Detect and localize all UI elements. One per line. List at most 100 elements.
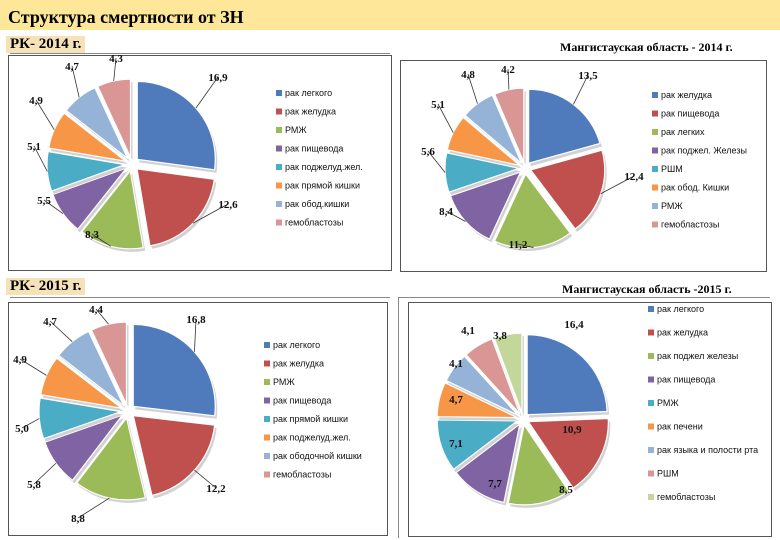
data-label: 8,8 [71, 513, 85, 525]
legend-label: рак желудка [285, 107, 336, 117]
data-label: 7,7 [488, 478, 502, 490]
legend-swatch [652, 184, 658, 191]
data-label: 4,7 [449, 394, 463, 406]
legend-label: рак пищевода [657, 375, 715, 385]
legend-label: РШМ [661, 164, 683, 174]
legend-label: рак легкого [657, 304, 704, 314]
chart-title-mang-2015: Мангистауская область -2015 г. [562, 282, 732, 296]
legend-swatch [276, 182, 282, 189]
data-label: 5,5 [37, 195, 51, 207]
legend-swatch [648, 376, 654, 383]
legend-swatch [264, 342, 270, 348]
data-label: 4,3 [109, 53, 123, 65]
legend-swatch [276, 90, 282, 96]
legend-swatch [276, 108, 282, 115]
leader-line [467, 73, 478, 104]
legend-label: рак обод.кишки [285, 199, 349, 209]
leader-line [194, 469, 217, 489]
legend-swatch [648, 470, 654, 477]
pie-slice [526, 334, 608, 416]
legend-label: рак прямой кишки [285, 181, 360, 191]
legend-label: рак ободочной кишки [273, 451, 362, 461]
data-label: 12,6 [218, 199, 238, 211]
legend-swatch [648, 447, 654, 453]
legend-label: гемобластозы [285, 218, 343, 228]
legend-label: рак языка и полости рта [657, 445, 758, 455]
leader-line [192, 203, 229, 224]
pie-slice [528, 88, 601, 165]
pie-slice [75, 416, 147, 501]
pie-slice [445, 355, 519, 416]
data-label: 5,1 [27, 141, 41, 153]
legend-label: рак поджелуд.жел. [285, 162, 363, 172]
data-label: 12,2 [206, 483, 226, 495]
leader-line [445, 210, 466, 222]
legend-swatch [276, 145, 282, 152]
legend-swatch [264, 397, 270, 404]
legend-label: гемобластозы [657, 492, 715, 502]
legend-swatch [264, 416, 270, 422]
pie-slice [449, 170, 522, 240]
pie-slice [493, 87, 525, 163]
legend-label: рак прямой кишки [273, 414, 348, 424]
legend-label: рак желудка [273, 359, 324, 369]
page-title: Структура смертности от ЗН [8, 7, 244, 27]
legend-label: рак легкого [273, 340, 320, 350]
data-label: 4,9 [29, 95, 43, 107]
legend-label: рак пищевода [273, 396, 331, 406]
legend-swatch [652, 203, 658, 209]
legend-label: рак желудка [657, 328, 708, 338]
pie-slice [455, 422, 521, 504]
legend-label: рак поджел железы [657, 351, 738, 361]
legend-swatch [648, 306, 654, 312]
pie-slice [529, 149, 606, 230]
chart-title-rk-2014: РК- 2014 г. [6, 36, 86, 53]
legend-swatch [652, 166, 658, 172]
leader-line [21, 418, 40, 429]
data-label: 13,5 [578, 70, 598, 82]
data-label: 5,1 [431, 99, 445, 111]
pie-slice [136, 168, 216, 247]
data-label: 4,2 [501, 64, 515, 76]
legend-swatch [648, 329, 654, 336]
leader-line [35, 99, 55, 130]
legend-label: РМЖ [273, 377, 295, 387]
legend-swatch [264, 434, 270, 441]
data-label: 16,8 [186, 314, 206, 326]
data-label: 7,1 [449, 438, 463, 450]
pie-slice [436, 381, 518, 419]
legend-swatch [264, 471, 270, 478]
legend-swatch [276, 164, 282, 170]
pie-slice [136, 80, 216, 171]
legend-label: рак пищевода [285, 144, 343, 154]
title-band [0, 0, 780, 30]
leader-line [195, 76, 219, 109]
leader-line [600, 175, 635, 195]
data-label: 4,8 [461, 69, 475, 81]
data-label: 16,4 [564, 319, 584, 331]
leader-line [113, 57, 117, 82]
legend-swatch [276, 219, 282, 226]
legend-swatch [264, 360, 270, 367]
pie-slice [436, 419, 520, 471]
legend-label: РМЖ [657, 398, 679, 408]
legend-label: рак легкого [285, 88, 332, 98]
pie-slice [527, 417, 609, 489]
data-label: 4,1 [449, 358, 463, 370]
divider [398, 298, 399, 538]
data-label: 12,4 [624, 171, 644, 183]
data-label: 4,7 [43, 316, 57, 328]
leader-line [437, 103, 454, 133]
legend-label: РМЖ [285, 125, 307, 135]
legend-swatch [276, 127, 282, 133]
leader-line [71, 65, 80, 98]
pie-slice [464, 94, 522, 164]
leader-line [95, 308, 109, 325]
legend-label: рак поджелуд.жел. [273, 433, 351, 443]
leader-line [77, 497, 110, 519]
leader-line [507, 68, 510, 90]
legend-label: рак печени [657, 422, 703, 432]
legend-swatch [652, 92, 658, 98]
leader-line [19, 358, 47, 376]
